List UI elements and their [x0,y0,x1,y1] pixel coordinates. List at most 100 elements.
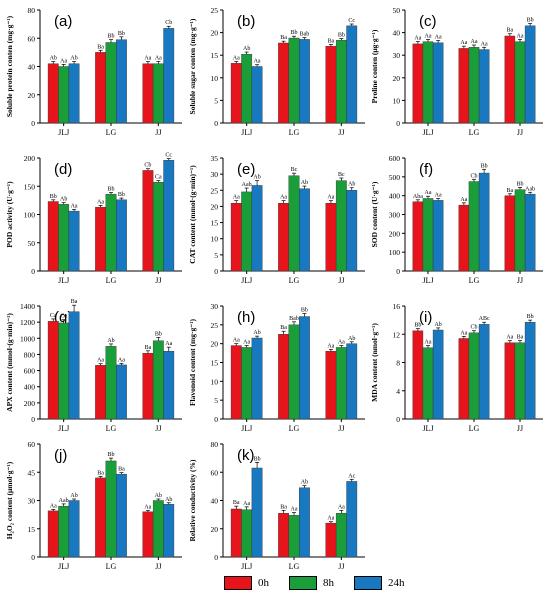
significance-label: Bb [118,192,125,198]
panel-0: 0 20 40 60 80 Soluble protein conten (mg·g⁻¹)… [5,6,182,137]
y-tick-label: 1000 [20,334,35,343]
bar-8h [468,47,480,124]
x-tick-label: JLJ [58,128,69,137]
significance-label: Aa [327,516,334,522]
significance-label: Bb [527,18,534,24]
bar-0h [142,511,154,558]
y-axis-label: SOD content (U·g⁻¹) [370,181,379,247]
bar-8h [152,63,164,124]
y-tick-label: 0 [396,415,400,424]
bar-24h [68,311,80,420]
bar-0h [230,63,242,124]
significance-label: Bb [338,32,345,38]
y-axis-label: Flavonoid content (mg·g⁻¹) [188,318,197,406]
legend-swatch-24h [354,576,382,590]
y-tick-label: 30 [211,302,219,311]
y-tick-label: 60 [28,34,36,43]
y-tick-label: 20 [211,29,219,38]
bar-24h [163,160,175,272]
panel-label: (c) [419,13,437,30]
significance-label: Ca [50,313,57,319]
bar-8h [288,37,300,124]
x-tick-label: JJ [517,276,523,285]
bar-8h [105,346,117,420]
significance-label: Aa [338,504,345,510]
y-tick-label: 40 [393,29,401,38]
x-tick-label: JJ [155,562,161,571]
legend-item-0h: 0h [224,576,269,590]
significance-label: Aa [144,504,151,510]
y-axis-label: POD activity (U·g⁻¹) [5,181,14,248]
y-tick-label: 0 [396,119,400,128]
y-tick-label: 15 [28,525,36,534]
panel-label: (k) [237,447,255,464]
bar-8h [335,40,347,124]
x-tick-label: JLJ [241,562,252,571]
bar-0h [325,522,337,558]
bar-8h [422,347,434,420]
y-tick-label: 20 [211,202,219,211]
legend-item-24h: 24h [354,576,405,590]
bar-24h [251,467,263,558]
y-tick-label: 400 [389,192,401,201]
y-tick-label: 60 [28,440,36,449]
bar-0h [142,353,154,420]
x-tick-label: JLJ [422,128,433,137]
y-tick-label: 80 [28,6,36,15]
significance-label: Aa [327,195,334,201]
x-tick-label: LG [289,276,300,285]
x-tick-label: JLJ [241,424,252,433]
x-tick-label: JLJ [58,562,69,571]
bar-0h [412,201,424,272]
significance-label: Aa [243,501,250,507]
bar-8h [335,347,347,420]
bar-8h [241,509,253,558]
y-tick-label: 800 [24,350,36,359]
bar-0h [142,170,154,272]
significance-label: Aa [460,40,467,46]
significance-label: Bb [301,308,308,314]
legend-label-0h: 0h [258,577,269,589]
bar-0h [230,508,242,558]
significance-label: Ba [97,470,104,476]
significance-label: Cb [470,325,477,331]
x-tick-label: LG [289,562,300,571]
panel-3: 0 50 100 150 200 POD activity (U·g⁻¹) (d) JLJ Bb… [5,153,182,285]
significance-label: Aa [233,195,240,201]
y-tick-label: 150 [24,182,36,191]
bar-0h [47,63,59,124]
bar-24h [116,364,127,420]
x-tick-label: LG [106,424,117,433]
bar-24h [346,25,358,124]
significance-label: Ab [348,182,355,188]
y-axis-label: Soluble sugar conten (mg·g⁻¹) [188,18,197,114]
significance-label: Ab [50,56,57,62]
bar-24h [478,172,490,272]
bar-24h [299,188,310,272]
panel-label: (i) [419,309,432,326]
y-tick-label: 15 [211,51,219,60]
bar-8h [288,175,300,272]
bar-0h [504,35,516,124]
bar-24h [299,487,310,558]
significance-label: Aa [460,197,467,203]
x-tick-label: JLJ [422,424,433,433]
panel-label: (j) [54,447,67,464]
bar-8h [514,342,526,420]
x-tick-label: JJ [338,128,344,137]
significance-label: Aab [59,498,69,504]
y-tick-label: 20 [211,525,219,534]
y-tick-label: 30 [211,170,219,179]
y-tick-label: 10 [211,74,219,83]
y-tick-label: 20 [211,340,219,349]
bar-0h [504,195,516,272]
significance-label: Aa [338,340,345,346]
y-tick-label: 15 [211,219,219,228]
bar-8h [514,41,526,124]
significance-label: Ab [70,56,77,62]
y-tick-label: 40 [211,497,219,506]
significance-label: Bab [289,316,299,322]
bar-8h [241,347,253,420]
significance-label: Aa [254,59,261,65]
